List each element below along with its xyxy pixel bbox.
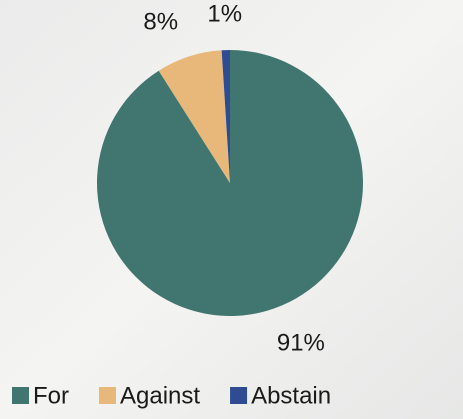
legend-label: Abstain [251,382,331,409]
data-label: 8% [143,9,178,36]
data-label: 1% [207,0,242,27]
legend-swatch [99,387,116,404]
legend-label: Against [120,382,200,409]
chart: 91% 8% 1% For Against Abstain [0,0,463,419]
data-label: 91% [277,330,325,357]
legend-swatch [230,387,247,404]
legend-swatch [12,387,29,404]
legend-label: For [33,382,69,409]
page: {"chart_data": {"type": "pie", "categori… [0,0,463,419]
